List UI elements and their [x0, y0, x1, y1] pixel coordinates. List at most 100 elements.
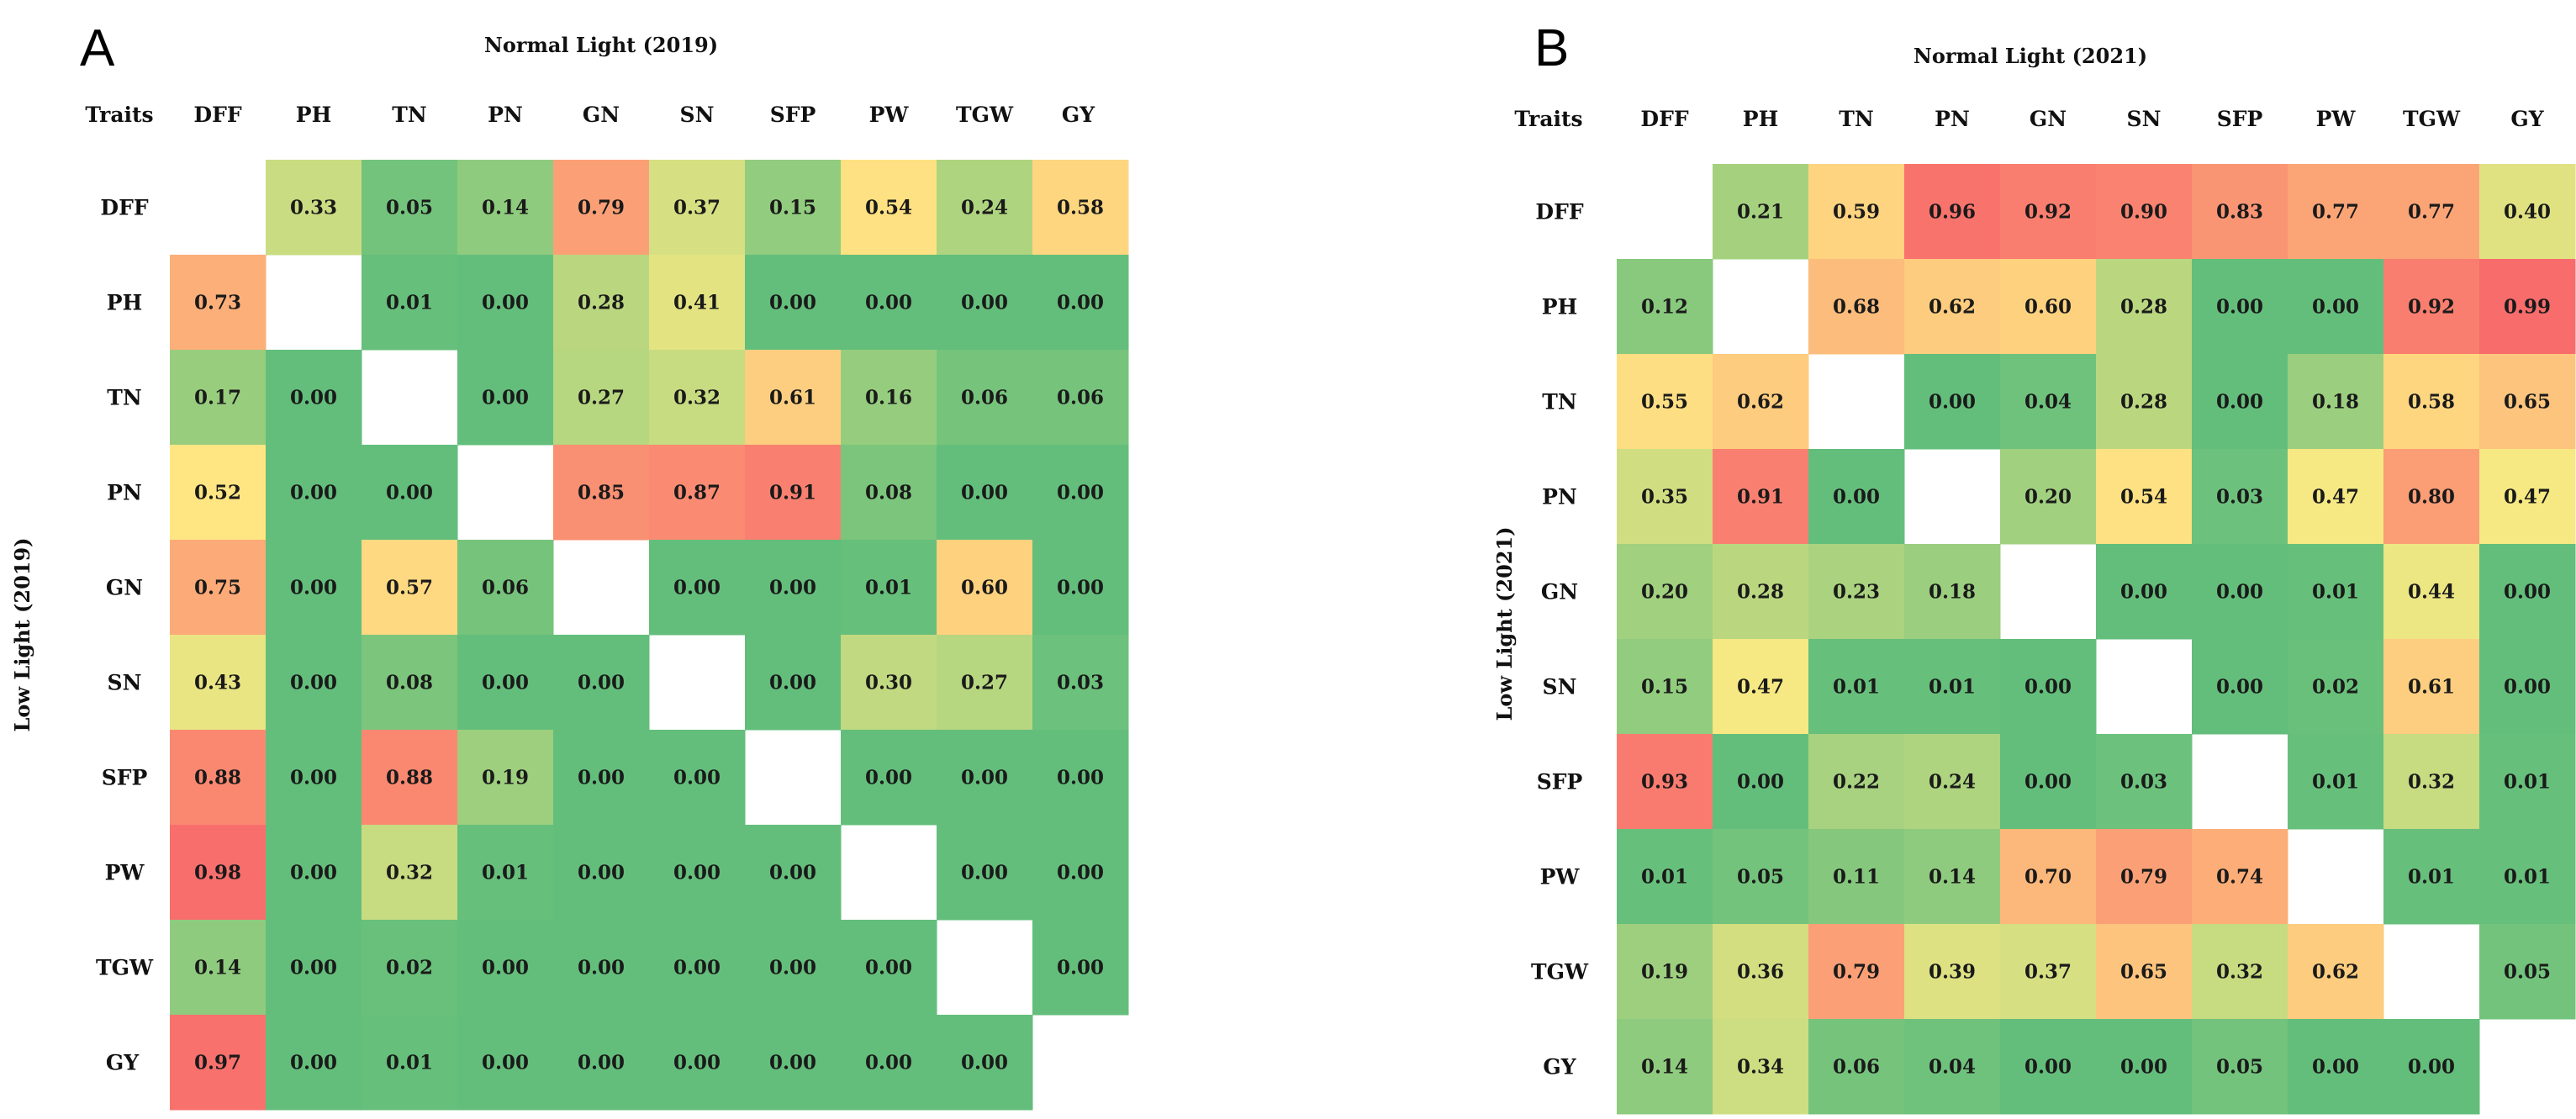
cell-value-sn-pn-b: 0.01 — [1929, 676, 1976, 699]
cell-sfp-tn-b — [1808, 734, 1905, 830]
cell-value-tn-pn-a: 0.00 — [482, 387, 529, 409]
cell-value-gy-ph-b: 0.34 — [1737, 1056, 1784, 1079]
cell-ph-dff-b — [1617, 259, 1713, 355]
cell-gy-tn-a — [362, 1015, 458, 1111]
cell-tn-sfp-a — [745, 350, 842, 446]
row-label-pw-a: PW — [105, 861, 145, 885]
cell-value-pn-sn-a: 0.87 — [673, 482, 721, 504]
cell-dff-ph-b — [1713, 164, 1809, 260]
cell-value-ph-gy-b: 0.99 — [2504, 296, 2551, 319]
col-label-ph-a: PH — [296, 103, 331, 127]
cell-pn-tn-b — [1808, 449, 1905, 545]
cell-tgw-pn-a — [457, 920, 554, 1016]
cell-tn-gy-b — [2479, 354, 2576, 450]
row-label-ph-b: PH — [1542, 295, 1577, 319]
cell-value-sfp-gy-a: 0.00 — [1057, 767, 1104, 789]
cell-value-dff-tn-b: 0.59 — [1833, 201, 1880, 224]
cell-pn-pw-a — [841, 445, 937, 541]
cell-gy-tn-b — [1808, 1019, 1905, 1115]
cell-ph-pn-b — [1904, 259, 2001, 355]
cell-value-sfp-ph-b: 0.00 — [1737, 771, 1784, 794]
cell-dff-tgw-a — [937, 160, 1033, 256]
cell-dff-ph-a — [266, 160, 362, 256]
cell-value-tgw-gy-b: 0.05 — [2504, 961, 2551, 984]
cell-tgw-ph-a — [266, 920, 362, 1016]
cell-value-tgw-gy-a: 0.00 — [1057, 957, 1104, 979]
cell-value-gn-gy-b: 0.00 — [2504, 581, 2551, 604]
cell-ph-tgw-b — [2383, 259, 2480, 355]
cell-value-tn-gn-b: 0.04 — [2024, 391, 2072, 414]
corner-label-b: Traits — [1514, 107, 1582, 131]
cell-ph-pn-a — [457, 255, 554, 351]
cell-value-sfp-sn-b: 0.03 — [2120, 771, 2167, 794]
cell-tn-gn-a — [553, 350, 650, 446]
cell-pw-tn-b — [1808, 829, 1905, 925]
cell-tgw-gy-a — [1032, 920, 1129, 1016]
cell-value-gy-pw-b: 0.00 — [2312, 1056, 2359, 1079]
cell-value-tgw-dff-b: 0.19 — [1641, 961, 1688, 984]
cell-value-pw-sn-b: 0.79 — [2120, 866, 2167, 889]
cell-value-ph-sfp-a: 0.00 — [769, 292, 816, 314]
cell-value-ph-gy-a: 0.00 — [1057, 292, 1104, 314]
cell-value-gy-pw-a: 0.00 — [865, 1052, 912, 1074]
cell-value-pw-tgw-a: 0.00 — [961, 862, 1008, 884]
cell-value-pw-ph-b: 0.05 — [1737, 866, 1784, 889]
cell-tgw-gn-a — [553, 920, 650, 1016]
cell-value-ph-pn-a: 0.00 — [482, 292, 529, 314]
cell-value-sfp-sn-a: 0.00 — [673, 767, 721, 789]
cell-value-pw-sfp-b: 0.74 — [2216, 866, 2263, 889]
cell-dff-gy-a — [1032, 160, 1129, 256]
cell-value-ph-tn-b: 0.68 — [1833, 296, 1880, 319]
cell-value-dff-pw-a: 0.54 — [865, 197, 912, 219]
cell-sfp-sn-b — [2096, 734, 2193, 830]
col-label-gn-b: GN — [2030, 107, 2067, 131]
cell-tn-ph-a — [266, 350, 362, 446]
cell-value-gn-tgw-a: 0.60 — [961, 577, 1008, 599]
cell-tgw-dff-a — [170, 920, 267, 1016]
cell-gy-sn-a — [649, 1015, 746, 1111]
cell-value-tgw-tn-b: 0.79 — [1833, 961, 1880, 984]
cell-ph-tn-b — [1808, 259, 1905, 355]
cell-value-dff-tgw-a: 0.24 — [961, 197, 1008, 219]
cell-value-pw-sn-a: 0.00 — [673, 862, 721, 884]
cell-sn-ph-a — [266, 635, 362, 731]
cell-value-gy-tgw-a: 0.00 — [961, 1052, 1008, 1074]
cell-value-ph-sfp-b: 0.00 — [2216, 296, 2263, 319]
cell-sn-pw-b — [2288, 639, 2384, 735]
cell-pw-sn-b — [2096, 829, 2193, 925]
cell-value-pn-gy-b: 0.47 — [2504, 486, 2551, 509]
cell-value-tgw-tn-a: 0.02 — [386, 957, 433, 979]
cell-value-pn-gy-a: 0.00 — [1057, 482, 1104, 504]
cell-value-gn-ph-a: 0.00 — [290, 577, 337, 599]
cell-dff-sn-b — [2096, 164, 2193, 260]
cell-gn-pn-a — [457, 540, 554, 636]
cell-value-sfp-pw-b: 0.01 — [2312, 771, 2359, 794]
cell-value-ph-sn-a: 0.41 — [673, 292, 721, 314]
cell-value-gn-tn-b: 0.23 — [1833, 581, 1880, 604]
cell-pw-dff-b — [1617, 829, 1713, 925]
cell-value-tn-tgw-a: 0.06 — [961, 387, 1008, 409]
y-axis-label-b: Low Light (2021) — [1497, 526, 1517, 720]
cell-value-tgw-pn-a: 0.00 — [482, 957, 529, 979]
cell-sfp-pn-b — [1904, 734, 2001, 830]
cell-value-sn-dff-b: 0.15 — [1641, 676, 1688, 699]
cell-value-dff-gy-a: 0.58 — [1057, 197, 1104, 219]
cell-value-sfp-gn-b: 0.00 — [2024, 771, 2072, 794]
cell-value-pw-gn-a: 0.00 — [578, 862, 625, 884]
cell-ph-sn-a — [649, 255, 746, 351]
cell-value-gy-sn-a: 0.00 — [673, 1052, 721, 1074]
row-label-sfp-b: SFP — [1537, 770, 1583, 794]
cell-value-sn-gy-a: 0.03 — [1057, 672, 1104, 694]
cell-tn-tgw-b — [2383, 354, 2480, 450]
cell-value-ph-gn-a: 0.28 — [578, 292, 625, 314]
cell-tgw-sn-b — [2096, 924, 2193, 1020]
cell-value-ph-gn-b: 0.60 — [2024, 296, 2072, 319]
cell-gn-pn-b — [1904, 544, 2001, 640]
cell-tn-gn-b — [2000, 354, 2097, 450]
cell-sn-tn-a — [362, 635, 458, 731]
chart-title-b: Normal Light (2021) — [1914, 44, 2147, 68]
cell-value-sfp-ph-a: 0.00 — [290, 767, 337, 789]
cell-sfp-dff-a — [170, 730, 267, 826]
cell-gn-gy-a — [1032, 540, 1129, 636]
row-label-ph-a: PH — [107, 291, 142, 315]
